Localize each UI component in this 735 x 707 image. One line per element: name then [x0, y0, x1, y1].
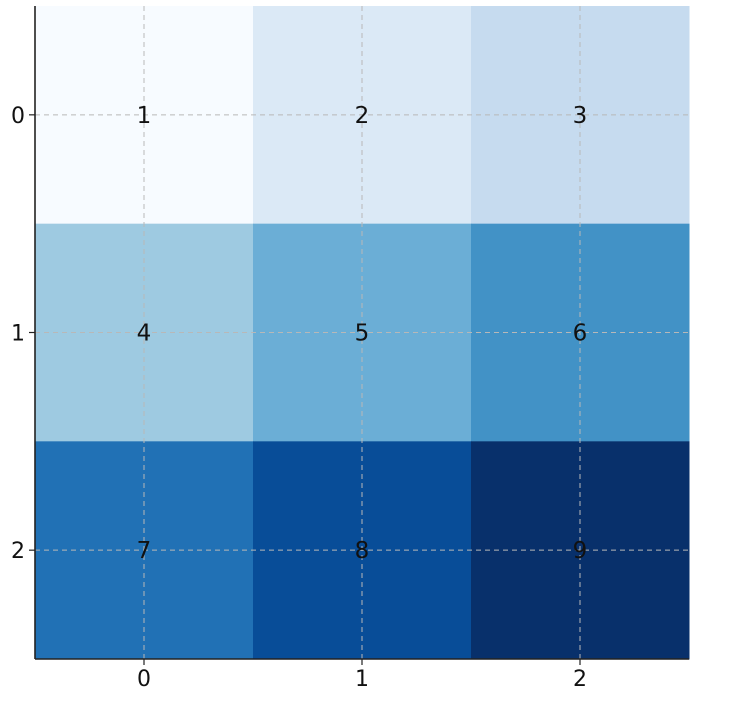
x-tick-label: 0 — [137, 667, 151, 692]
cell-value-label: 5 — [355, 321, 370, 347]
cell-value-label: 4 — [137, 321, 152, 347]
y-tick-label: 2 — [11, 539, 25, 564]
cell-value-label: 3 — [573, 103, 588, 129]
grid-lines — [35, 6, 689, 659]
cell-value-label: 2 — [355, 103, 370, 129]
y-tick-label: 0 — [11, 104, 25, 129]
cell-value-label: 7 — [137, 538, 152, 564]
cell-value-label: 1 — [137, 103, 152, 129]
x-tick-label: 2 — [573, 667, 587, 692]
y-tick-label: 1 — [11, 322, 25, 347]
cell-labels: 1 2 3 4 5 6 7 8 9 — [137, 103, 588, 564]
cell-value-label: 8 — [355, 538, 370, 564]
x-axis-ticks: 0 1 2 — [137, 659, 587, 692]
cell-value-label: 6 — [573, 321, 588, 347]
y-axis-ticks: 0 1 2 — [11, 104, 35, 564]
cell-value-label: 9 — [573, 538, 588, 564]
x-tick-label: 1 — [355, 667, 369, 692]
